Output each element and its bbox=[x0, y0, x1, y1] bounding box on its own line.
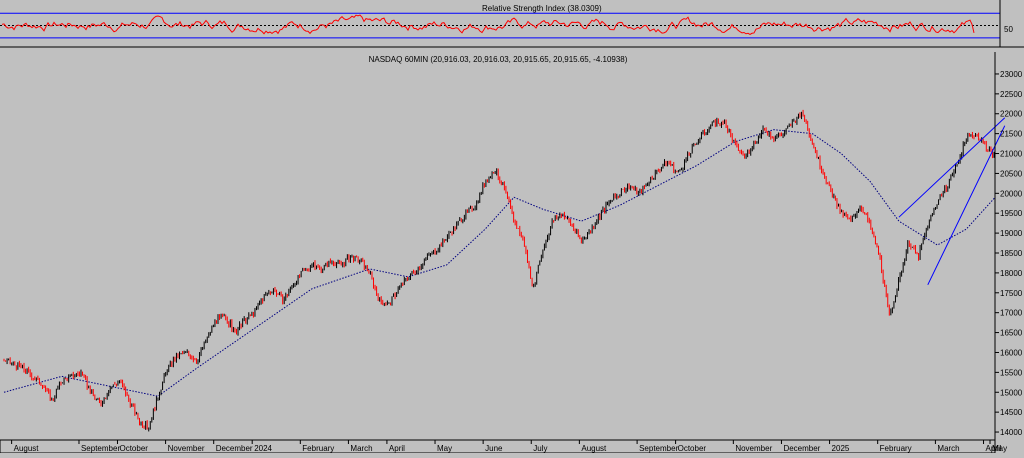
x-tick-label: August bbox=[14, 444, 40, 453]
x-tick-label: February bbox=[302, 444, 334, 453]
x-tick-label: November bbox=[735, 444, 772, 453]
y-axis: 14000 14500 15000 15500 16000 16500 17000 17500… bbox=[994, 52, 1023, 440]
trendline bbox=[927, 125, 1006, 286]
y-tick-label: 20500 bbox=[1000, 169, 1023, 178]
x-tick-label: October bbox=[119, 444, 148, 453]
rsi-tick-label: 50 bbox=[1004, 25, 1013, 34]
y-tick-label: 17500 bbox=[1000, 289, 1023, 298]
y-tick-label: 22000 bbox=[1000, 110, 1023, 119]
x-tick-label: July bbox=[533, 444, 547, 453]
y-tick-label: 19500 bbox=[1000, 209, 1023, 218]
trendlines bbox=[898, 117, 1006, 286]
rsi-line bbox=[1, 14, 975, 36]
y-tick-label: 18500 bbox=[1000, 249, 1023, 258]
x-tick-label: March bbox=[937, 444, 959, 453]
y-tick-label: 23000 bbox=[1000, 70, 1023, 79]
moving-average bbox=[3, 129, 996, 397]
rsi-panel: Relative Strength Index (38.0309) 50 bbox=[0, 0, 1013, 47]
x-tick-label: December bbox=[783, 444, 820, 453]
y-tick-label: 15000 bbox=[1000, 388, 1023, 397]
y-tick-label: 16000 bbox=[1000, 348, 1023, 357]
y-tick-label: 20000 bbox=[1000, 189, 1023, 198]
y-tick-label: 17000 bbox=[1000, 309, 1023, 318]
x-tick-label: December bbox=[216, 444, 253, 453]
y-tick-label: 16500 bbox=[1000, 329, 1023, 338]
x-tick-label: May bbox=[437, 444, 452, 453]
x-tick-label: June bbox=[485, 444, 503, 453]
price-title: NASDAQ 60MIN (20,916.03, 20,916.03, 20,9… bbox=[369, 55, 628, 64]
x-tick-label: September bbox=[639, 444, 678, 453]
y-tick-label: 19000 bbox=[1000, 229, 1023, 238]
x-tick-label: August bbox=[581, 444, 607, 453]
x-tick-label: 2025 bbox=[832, 444, 850, 453]
rsi-title: Relative Strength Index (38.0309) bbox=[482, 4, 602, 13]
x-tick-label: April bbox=[986, 444, 1002, 453]
x-tick-label: May bbox=[992, 444, 1007, 453]
rsi-bands bbox=[0, 0, 1001, 47]
moving-average-line bbox=[3, 129, 996, 397]
y-tick-label: 18000 bbox=[1000, 269, 1023, 278]
x-axis: August September October November December 20… bbox=[0, 439, 1007, 454]
y-tick-label: 14000 bbox=[1000, 428, 1023, 437]
y-tick-label: 14500 bbox=[1000, 408, 1023, 417]
x-tick-label: 2024 bbox=[254, 444, 272, 453]
rsi-series bbox=[1, 14, 975, 36]
x-tick-label: April bbox=[389, 444, 405, 453]
x-tick-label: September bbox=[81, 444, 120, 453]
y-tick-label: 21000 bbox=[1000, 150, 1023, 159]
x-tick-label: October bbox=[678, 444, 707, 453]
y-tick-label: 15500 bbox=[1000, 368, 1023, 377]
y-tick-label: 22500 bbox=[1000, 90, 1023, 99]
y-tick-label: 21500 bbox=[1000, 130, 1023, 139]
price-bars bbox=[3, 109, 995, 432]
price-panel: NASDAQ 60MIN (20,916.03, 20,916.03, 20,9… bbox=[0, 52, 1023, 454]
trendline bbox=[898, 117, 1006, 218]
x-tick-label: November bbox=[168, 444, 205, 453]
x-tick-label: February bbox=[880, 444, 912, 453]
x-tick-label: March bbox=[350, 444, 372, 453]
